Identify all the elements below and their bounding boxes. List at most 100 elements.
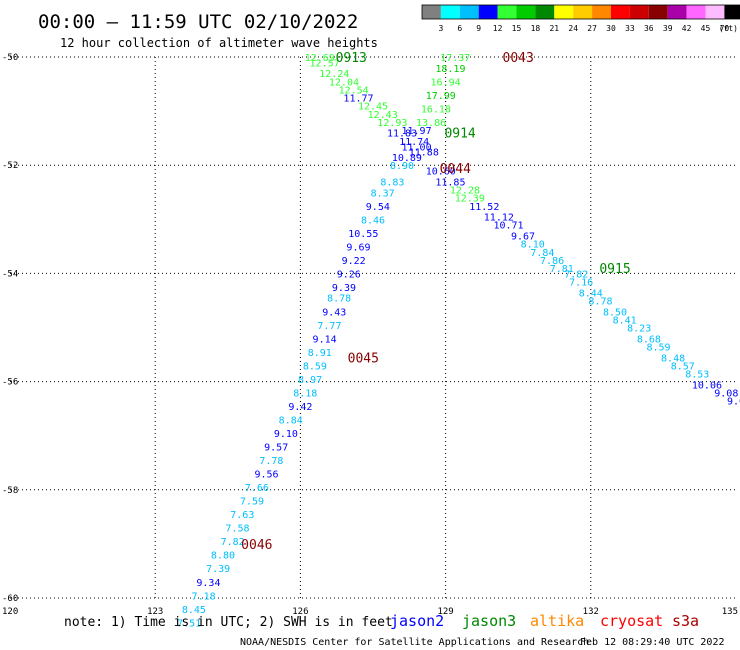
swh-point: 16.18 <box>421 104 451 115</box>
swh-point: 7.82 <box>221 537 245 548</box>
swh-point: 10.89 <box>392 153 422 164</box>
swh-point: 12.54 <box>339 85 369 96</box>
swh-point: 8.78 <box>327 294 351 305</box>
color-swatch <box>667 5 687 19</box>
color-swatch <box>611 5 630 19</box>
colorbar-tick: 12 <box>493 24 503 33</box>
swh-point: 10.71 <box>493 221 523 232</box>
color-swatch <box>724 5 740 19</box>
swh-point: 7.86 <box>540 256 564 267</box>
footer-credit: NOAA/NESDIS Center for Satellite Applica… <box>240 637 589 648</box>
y-tick-label: -60 <box>2 594 18 604</box>
colorbar-tick: 36 <box>644 24 654 33</box>
legend-jason2: jason2 <box>390 612 444 630</box>
swh-point: 12.39 <box>455 194 485 205</box>
swh-point: 7.81 <box>550 264 574 275</box>
swh-point: 8.59 <box>303 361 327 372</box>
swh-point: 11.77 <box>343 94 373 105</box>
colorbar-tick: 18 <box>531 24 541 33</box>
color-swatch <box>573 5 593 19</box>
swh-point: 10.55 <box>348 229 378 240</box>
swh-point: 8.80 <box>211 551 235 562</box>
axis-ticks: 120 123 126 129 132 135 -50 -52 -54 -56 -58 -60 <box>2 53 738 617</box>
swh-point: 8.53 <box>685 369 709 380</box>
swh-point: 11.83 <box>387 129 417 140</box>
swh-point: 11.00 <box>402 142 432 153</box>
color-swatch <box>422 5 441 19</box>
swh-point: 7.59 <box>240 497 264 508</box>
swh-point: 9.0 <box>727 397 740 408</box>
swh-point: 7.16 <box>569 278 593 289</box>
swh-point: 9.54 <box>366 202 390 213</box>
colorbar-tick: 70 <box>720 24 730 33</box>
swh-point: 7.58 <box>225 524 249 535</box>
swh-point: 9.69 <box>346 242 370 253</box>
footer-timestamp: Feb 12 08:29:40 UTC 2022 <box>580 637 725 648</box>
swh-point: 8.90 <box>390 161 414 172</box>
colorbar-tick: 15 <box>512 24 522 33</box>
swh-point: 7.51 <box>177 618 201 629</box>
swh-point: 12.57 <box>310 58 340 69</box>
color-scale: 3 6 9 12 15 18 21 24 27 30 33 36 39 42 45 70(ft) <box>421 4 740 33</box>
swh-point: 8.45 <box>182 605 206 616</box>
x-tick-label: 120 <box>2 607 18 617</box>
color-swatch <box>705 5 725 19</box>
pass-label: 0045 <box>348 351 379 366</box>
x-tick-label: 132 <box>583 607 599 617</box>
swh-point: 7.77 <box>317 321 341 332</box>
pass-label: 0043 <box>503 51 534 66</box>
color-swatch <box>648 5 668 19</box>
swh-point: 9.08 <box>714 388 738 399</box>
colorbar-tick: 21 <box>549 24 559 33</box>
swh-point: 8.84 <box>279 415 303 426</box>
x-tick-label: 135 <box>722 607 738 617</box>
x-tick-label: 123 <box>147 607 163 617</box>
color-swatch <box>592 5 611 19</box>
colorbar-tick: 33 <box>625 24 635 33</box>
swh-point: 9.39 <box>332 283 356 294</box>
pass-label: 0915 <box>599 262 630 277</box>
colorbar-unit: (ft) <box>719 24 738 33</box>
swh-point: 8.23 <box>627 324 651 335</box>
swh-point: 17.37 <box>440 53 470 64</box>
swh-point: 8.97 <box>298 375 322 386</box>
swh-point: 8.78 <box>588 296 612 307</box>
colorbar-tick: 45 <box>701 24 711 33</box>
swh-point: 8.46 <box>361 215 385 226</box>
swh-point: 9.34 <box>196 578 220 589</box>
colorbar-tick: 9 <box>476 24 481 33</box>
swh-point: 9.14 <box>313 334 337 345</box>
legend-altika: altika <box>530 612 584 630</box>
swh-point: 11.88 <box>409 148 439 159</box>
color-swatch <box>459 5 479 19</box>
colorbar-frame <box>421 4 740 20</box>
swh-point: 9.42 <box>288 402 312 413</box>
swh-point: 10.60 <box>426 167 456 178</box>
swh-point: 12.28 <box>450 186 480 197</box>
legend-jason3: jason3 <box>462 612 516 630</box>
swh-point: 8.50 <box>603 307 627 318</box>
footer-note: note: 1) Time is in UTC; 2) SWH is in fe… <box>64 615 393 630</box>
chart-subtitle: 12 hour collection of altimeter wave hei… <box>60 36 378 50</box>
swh-point: 8.18 <box>293 388 317 399</box>
swh-point: 8.83 <box>380 177 404 188</box>
swh-point: 7.18 <box>192 591 216 602</box>
pass-label: 0044 <box>440 162 471 177</box>
swh-point: 12.69 <box>305 53 335 64</box>
swh-point: 7.84 <box>530 248 554 259</box>
swh-point: 11.74 <box>399 137 429 148</box>
color-swatch <box>497 5 517 19</box>
swh-point: 9.43 <box>322 307 346 318</box>
swh-point: 7.39 <box>206 564 230 575</box>
swh-point: 8.91 <box>308 348 332 359</box>
swh-point: 8.48 <box>661 353 685 364</box>
y-tick-label: -50 <box>2 53 18 63</box>
swh-point: 11.97 <box>402 126 432 137</box>
y-tick-label: -52 <box>2 161 18 171</box>
colorbar-tick: 42 <box>682 24 692 33</box>
swh-point: 12.93 <box>377 118 407 129</box>
pass-label: 0914 <box>444 127 475 142</box>
swh-point: 12.24 <box>319 69 349 80</box>
swh-point: 18.19 <box>435 64 465 75</box>
